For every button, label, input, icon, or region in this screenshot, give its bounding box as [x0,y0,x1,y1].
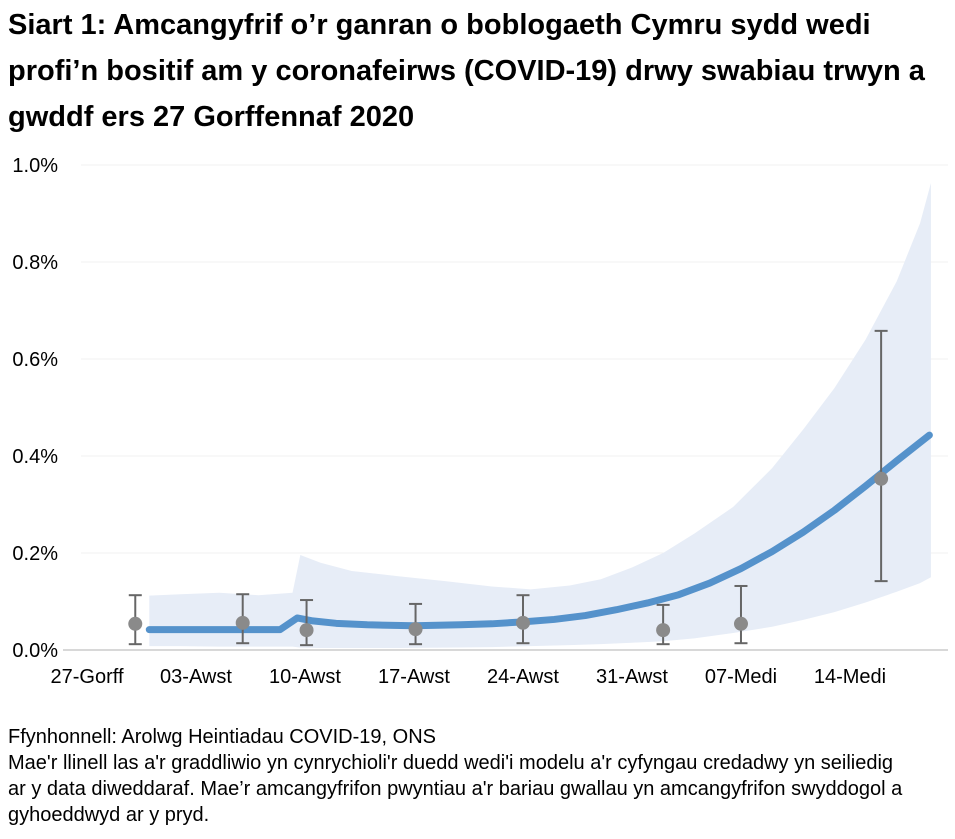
y-tick-label: 0.4% [12,446,58,468]
x-tick-label: 14-Medi [814,666,886,688]
point-estimate-dot [235,615,250,630]
y-tick-label: 0.0% [12,640,58,662]
x-tick-label: 10-Awst [269,666,341,688]
point-estimate-dot [656,623,671,638]
y-tick-label: 0.6% [12,349,58,371]
x-tick-label: 17-Awst [378,666,450,688]
chart-footnotes: Ffynhonnell: Arolwg Heintiadau COVID-19,… [8,724,908,828]
source-text: Ffynhonnell: Arolwg Heintiadau COVID-19,… [8,726,436,748]
x-tick-label: 27-Gorff [51,666,124,688]
x-tick-label: 07-Medi [705,666,777,688]
point-estimate-dot [408,622,423,637]
point-estimate-dot [128,616,143,631]
point-estimate-dot [515,615,530,630]
y-tick-label: 1.0% [12,155,58,177]
y-tick-label: 0.2% [12,543,58,565]
point-estimate-dot [299,623,314,638]
point-estimate-dot [874,471,889,486]
x-tick-label: 31-Awst [596,666,668,688]
x-tick-label: 24-Awst [487,666,559,688]
x-tick-label: 03-Awst [160,666,232,688]
y-tick-label: 0.8% [12,252,58,274]
credible-band [149,182,931,649]
modelled-trend-line [145,431,933,634]
note-text: Mae'r llinell las a'r graddliwio yn cynr… [8,752,903,826]
point-estimate-dot [733,616,748,631]
chart-title: Siart 1: Amcangyfrif o’r ganran o boblog… [8,9,925,133]
